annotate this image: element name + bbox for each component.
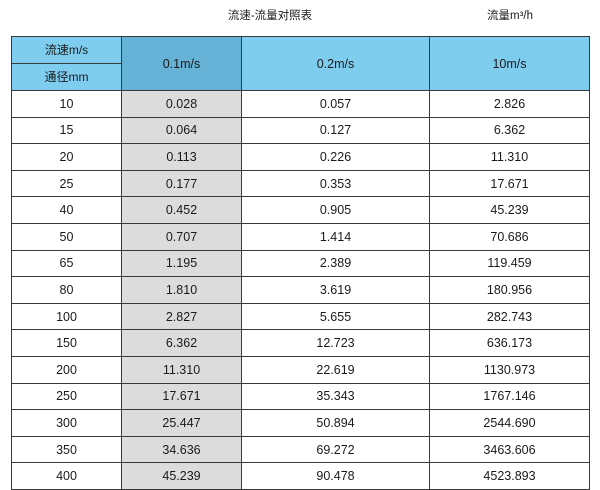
cell-diameter: 10: [11, 90, 122, 118]
cell-flow-value: 0.064: [121, 116, 242, 145]
cell-flow-value: 0.452: [121, 196, 242, 224]
table-header-row: 流速m/s 通径mm 0.1m/s 0.2m/s 10m/s: [11, 36, 590, 91]
cell-flow-value: 6.362: [121, 329, 242, 357]
header-diameter-label: 通径mm: [12, 64, 121, 90]
cell-flow-value: 11.310: [429, 143, 590, 171]
cell-flow-value: 6.362: [429, 116, 590, 145]
title-strip: 流速-流量对照表 流量m³/h: [0, 0, 600, 36]
cell-diameter: 15: [11, 116, 122, 145]
cell-flow-value: 50.894: [241, 409, 430, 437]
cell-flow-value: 25.447: [121, 409, 242, 437]
cell-flow-value: 35.343: [241, 382, 430, 411]
cell-flow-value: 5.655: [241, 302, 430, 331]
cell-flow-value: 11.310: [121, 355, 242, 384]
table-row: 40 0.452 0.905 45.239: [11, 196, 590, 224]
table-row: 350 34.636 69.272 3463.606: [11, 435, 590, 464]
cell-diameter: 40: [11, 196, 122, 224]
cell-flow-value: 0.177: [121, 169, 242, 198]
cell-flow-value: 2.389: [241, 249, 430, 278]
cell-diameter: 50: [11, 222, 122, 251]
table-row: 15 0.064 0.127 6.362: [11, 116, 590, 145]
cell-flow-value: 2.827: [121, 302, 242, 331]
cell-flow-value: 2.826: [429, 90, 590, 118]
cell-flow-value: 0.028: [121, 90, 242, 118]
table-row: 150 6.362 12.723 636.173: [11, 329, 590, 357]
cell-flow-value: 0.353: [241, 169, 430, 198]
table-row: 10 0.028 0.057 2.826: [11, 90, 590, 118]
cell-flow-value: 1.195: [121, 249, 242, 278]
cell-flow-value: 4523.893: [429, 462, 590, 490]
cell-flow-value: 69.272: [241, 435, 430, 464]
column-header-0: 0.1m/s: [121, 36, 242, 91]
cell-diameter: 150: [11, 329, 122, 357]
cell-flow-value: 12.723: [241, 329, 430, 357]
table-row: 200 11.310 22.619 1130.973: [11, 355, 590, 384]
flow-unit-title: 流量m³/h: [487, 10, 533, 22]
cell-flow-value: 90.478: [241, 462, 430, 490]
cell-flow-value: 17.671: [429, 169, 590, 198]
cell-diameter: 350: [11, 435, 122, 464]
page-title: 流速-流量对照表: [227, 10, 313, 22]
cell-flow-value: 1767.146: [429, 382, 590, 411]
cell-flow-value: 119.459: [429, 249, 590, 278]
cell-flow-value: 1130.973: [429, 355, 590, 384]
cell-flow-value: 0.226: [241, 143, 430, 171]
cell-flow-value: 45.239: [121, 462, 242, 490]
cell-flow-value: 2544.690: [429, 409, 590, 437]
cell-flow-value: 0.057: [241, 90, 430, 118]
cell-flow-value: 636.173: [429, 329, 590, 357]
cell-diameter: 200: [11, 355, 122, 384]
cell-flow-value: 1.810: [121, 276, 242, 304]
table-row: 25 0.177 0.353 17.671: [11, 169, 590, 198]
column-header-1: 0.2m/s: [241, 36, 430, 91]
cell-diameter: 100: [11, 302, 122, 331]
table-row: 65 1.195 2.389 119.459: [11, 249, 590, 278]
flow-conversion-table-wrapper: 流速m/s 通径mm 0.1m/s 0.2m/s 10m/s 10 0.028 0.…: [11, 36, 590, 490]
cell-flow-value: 45.239: [429, 196, 590, 224]
table-row: 80 1.810 3.619 180.956: [11, 276, 590, 304]
cell-flow-value: 17.671: [121, 382, 242, 411]
cell-flow-value: 3.619: [241, 276, 430, 304]
flow-conversion-table: 流速m/s 通径mm 0.1m/s 0.2m/s 10m/s 10 0.028 0.…: [11, 36, 590, 490]
header-corner-cell: 流速m/s 通径mm: [11, 36, 122, 91]
cell-diameter: 65: [11, 249, 122, 278]
cell-flow-value: 70.686: [429, 222, 590, 251]
cell-diameter: 20: [11, 143, 122, 171]
table-row: 250 17.671 35.343 1767.146: [11, 382, 590, 411]
cell-flow-value: 0.707: [121, 222, 242, 251]
cell-diameter: 250: [11, 382, 122, 411]
cell-flow-value: 180.956: [429, 276, 590, 304]
cell-flow-value: 34.636: [121, 435, 242, 464]
cell-flow-value: 3463.606: [429, 435, 590, 464]
cell-diameter: 300: [11, 409, 122, 437]
table-row: 400 45.239 90.478 4523.893: [11, 462, 590, 490]
cell-diameter: 80: [11, 276, 122, 304]
cell-flow-value: 0.113: [121, 143, 242, 171]
table-row: 300 25.447 50.894 2544.690: [11, 409, 590, 437]
cell-flow-value: 282.743: [429, 302, 590, 331]
cell-flow-value: 1.414: [241, 222, 430, 251]
cell-diameter: 25: [11, 169, 122, 198]
table-row: 50 0.707 1.414 70.686: [11, 222, 590, 251]
cell-flow-value: 0.127: [241, 116, 430, 145]
cell-flow-value: 0.905: [241, 196, 430, 224]
header-velocity-label: 流速m/s: [12, 37, 121, 64]
column-header-2: 10m/s: [429, 36, 590, 91]
table-row: 20 0.113 0.226 11.310: [11, 143, 590, 171]
cell-diameter: 400: [11, 462, 122, 490]
table-row: 100 2.827 5.655 282.743: [11, 302, 590, 331]
cell-flow-value: 22.619: [241, 355, 430, 384]
